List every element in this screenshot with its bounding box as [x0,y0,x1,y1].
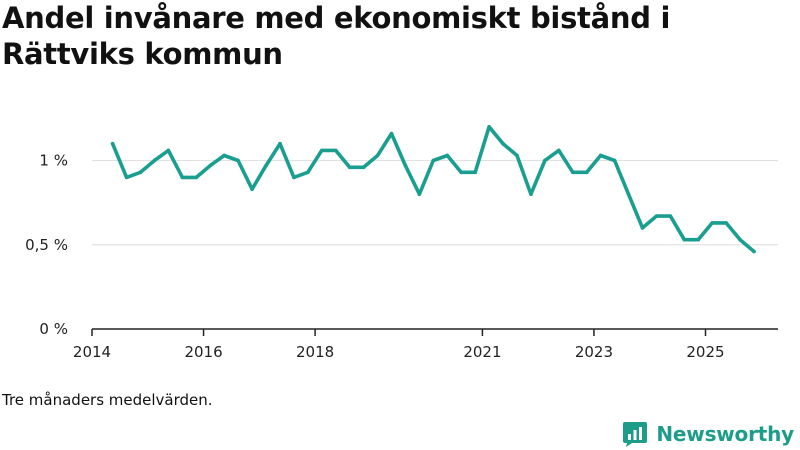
data-point [529,192,533,197]
x-tick-label: 2014 [73,343,111,361]
data-point [640,226,645,230]
data-point [166,148,171,153]
data-point [584,170,589,175]
data-point [333,148,338,153]
data-point [403,163,408,168]
data-point [557,148,561,153]
data-point [501,141,505,146]
x-tick-label: 2023 [575,343,613,361]
data-point [138,170,143,175]
data-point [710,221,714,225]
y-tick-label: 0,5 % [25,236,68,254]
data-point [724,221,728,225]
data-point [264,163,268,168]
y-tick-label: 1 % [39,152,68,170]
series-lines [110,125,756,254]
data-point [278,141,282,146]
data-point [626,192,631,197]
data-point [543,158,547,163]
data-point [668,214,673,218]
data-point [222,153,226,158]
x-tick-label: 2016 [184,343,222,361]
data-point [292,175,296,180]
data-point [445,153,450,158]
footnote: Tre månaders medelvärden. [2,391,213,409]
newsworthy-logo-icon [623,422,648,447]
data-point [515,153,519,158]
brand-logo[interactable]: Newsworthy [622,420,794,448]
data-point [570,170,575,175]
data-point [752,249,756,254]
data-point [347,165,352,170]
data-point [124,175,129,180]
data-points [110,125,756,254]
data-point [598,153,603,158]
data-point [152,158,157,163]
data-point [306,170,310,175]
grid-lines [92,159,778,246]
data-point [319,148,324,153]
data-point [208,163,213,168]
data-point [375,153,380,158]
data-point [473,170,477,175]
x-tick-label: 2025 [686,343,724,361]
x-tick-label: 2021 [463,343,501,361]
series-line [110,125,756,254]
y-tick-label: 0 % [39,320,68,338]
data-point [738,237,742,242]
x-axis-ticks: 2014 2016 2018 2021 2023 2025 [73,329,725,361]
data-point [682,237,687,242]
data-point [389,131,394,136]
data-point [459,170,464,175]
data-point [696,237,701,242]
data-point [431,158,436,163]
data-point [487,125,491,129]
data-point [612,158,617,163]
chart-title: Andel invånare med ekonomiskt bistånd i … [2,1,671,71]
data-point [361,165,366,170]
y-axis-labels: 0 % 0,5 % 1 % [25,152,68,338]
data-point [194,175,199,180]
data-point [236,158,240,163]
x-tick-label: 2018 [296,343,334,361]
data-point [417,192,422,197]
data-point [110,141,115,146]
data-point [250,187,254,191]
data-point [180,175,185,180]
brand-name: Newsworthy [656,422,794,446]
data-point [654,214,659,218]
